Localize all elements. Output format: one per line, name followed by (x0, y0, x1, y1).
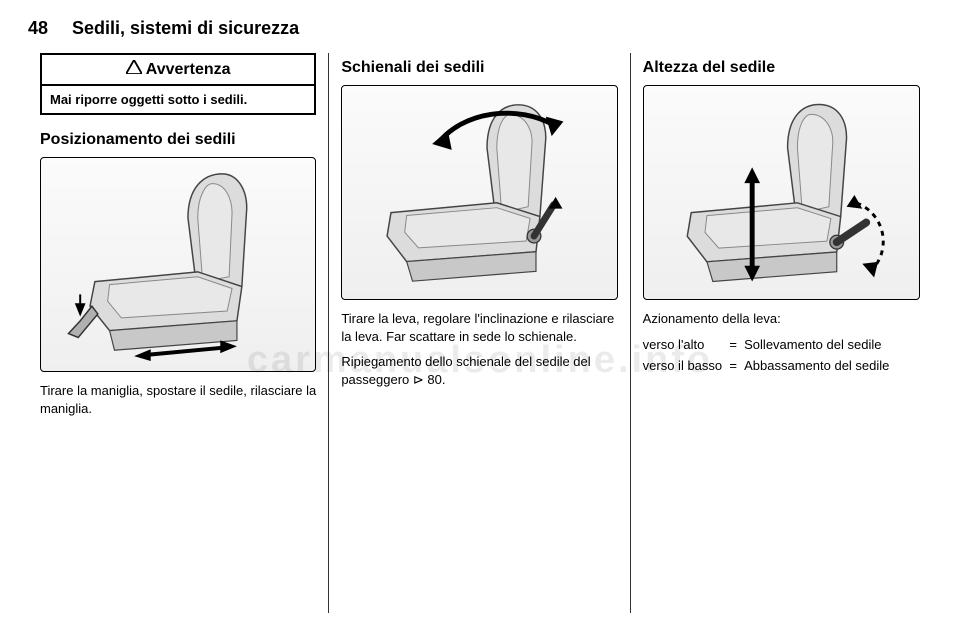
seat-height-illustration (643, 85, 920, 300)
warning-body: Mai riporre oggetti sotto i sedili. (42, 86, 314, 113)
backrest-caption-1: Tirare la leva, regolare l'inclinazione … (341, 310, 617, 345)
def-eq-1: = (728, 336, 738, 354)
warning-label: Avvertenza (146, 61, 231, 78)
seat-position-caption: Tirare la maniglia, spostare il sedile, … (40, 382, 316, 417)
backrest-caption-2: Ripiegamento dello schienale del sedile … (341, 353, 617, 388)
page-number: 48 (28, 18, 48, 39)
section-heading-height: Altezza del sedile (643, 59, 920, 77)
column-2: Schienali dei sedili (329, 53, 630, 613)
section-heading-positioning: Posizionamento dei sedili (40, 131, 316, 149)
warning-box: Avvertenza Mai riporre oggetti sotto i s… (40, 53, 316, 115)
def-eq-2: = (728, 357, 738, 375)
height-intro: Azionamento della leva: (643, 310, 920, 328)
height-definitions: verso l'alto = Sollevamento del sedile v… (643, 336, 920, 375)
chapter-title: Sedili, sistemi di sicurezza (72, 18, 299, 39)
warning-title-row: Avvertenza (42, 55, 314, 86)
warning-triangle-icon (126, 60, 142, 79)
def-value-2: Abbassamento del sedile (744, 357, 920, 375)
page-header: 48 Sedili, sistemi di sicurezza (28, 18, 932, 39)
content-columns: Avvertenza Mai riporre oggetti sotto i s… (28, 53, 932, 613)
def-value-1: Sollevamento del sedile (744, 336, 920, 354)
def-term-2: verso il basso (643, 357, 722, 375)
seat-backrest-illustration (341, 85, 617, 300)
seat-position-illustration (40, 157, 316, 372)
column-1: Avvertenza Mai riporre oggetti sotto i s… (28, 53, 329, 613)
section-heading-backrest: Schienali dei sedili (341, 59, 617, 77)
def-term-1: verso l'alto (643, 336, 722, 354)
column-3: Altezza del sedile (631, 53, 932, 613)
